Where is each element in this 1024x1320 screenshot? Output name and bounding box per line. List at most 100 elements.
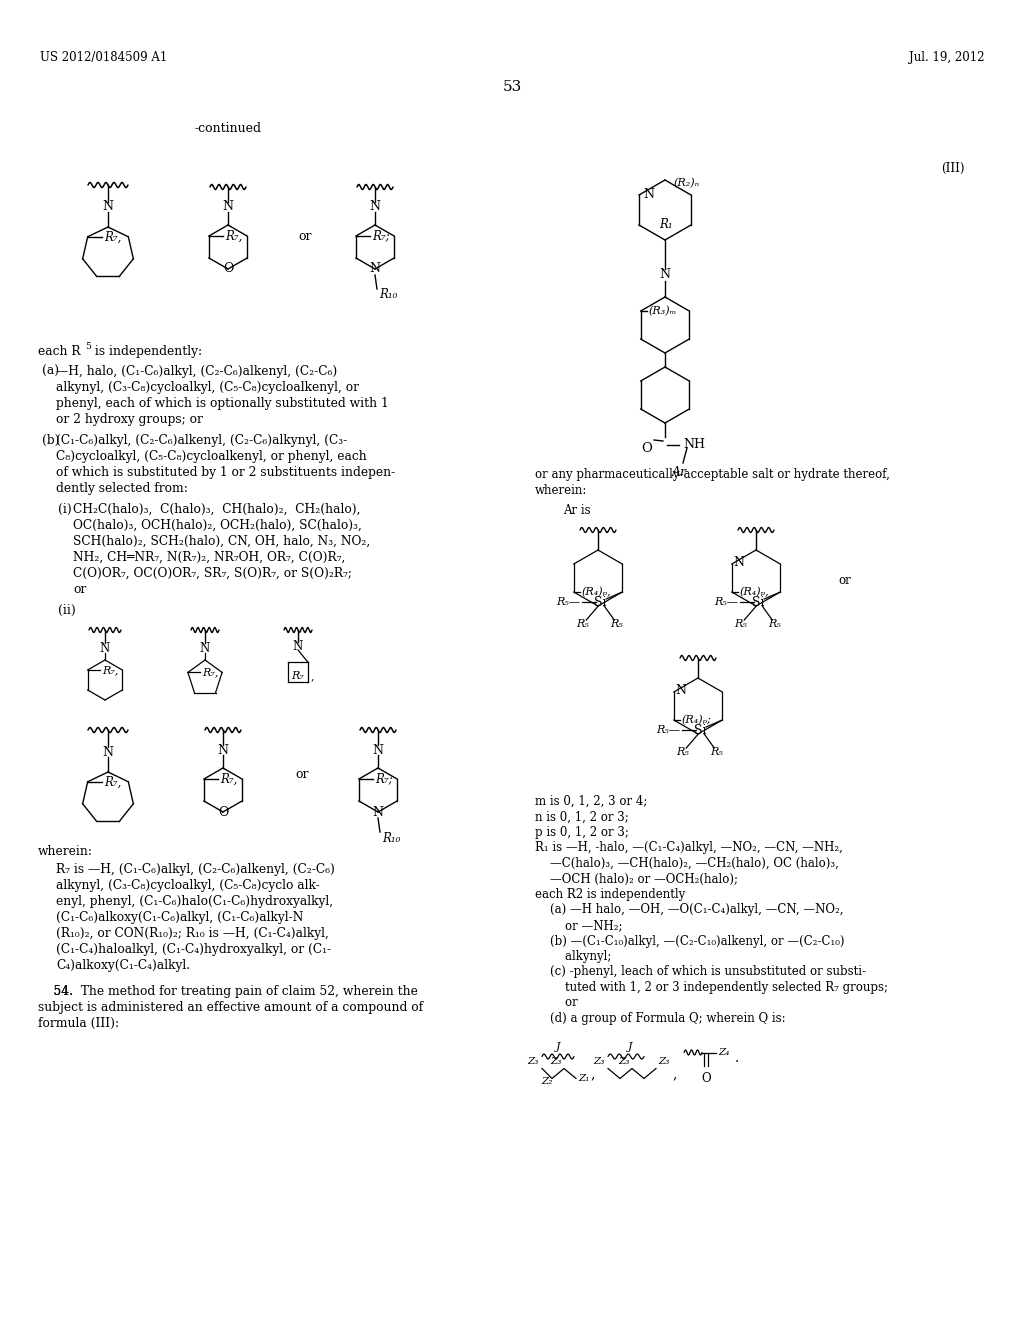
Text: .: . — [735, 1051, 739, 1064]
Text: (d) a group of Formula Q; wherein Q is:: (d) a group of Formula Q; wherein Q is: — [535, 1012, 785, 1026]
Text: (III): (III) — [941, 161, 965, 174]
Text: O: O — [223, 263, 233, 276]
Text: C₈)cycloalkyl, (C₅-C₈)cycloalkenyl, or phenyl, each: C₈)cycloalkyl, (C₅-C₈)cycloalkenyl, or p… — [56, 450, 367, 463]
Text: -continued: -continued — [195, 121, 261, 135]
Text: or —NH₂;: or —NH₂; — [535, 919, 623, 932]
Text: Si: Si — [694, 723, 707, 737]
Text: each R: each R — [38, 345, 81, 358]
Text: Si: Si — [594, 595, 606, 609]
Text: R₇,: R₇, — [103, 775, 121, 788]
Text: or: or — [73, 583, 86, 597]
Text: R₅: R₅ — [734, 619, 746, 630]
Text: R₁ is —H, -halo, —(C₁-C₄)alkyl, —NO₂, —CN, —NH₂,: R₁ is —H, -halo, —(C₁-C₄)alkyl, —NO₂, —C… — [535, 842, 843, 854]
Text: CH₂C(halo)₃,  C(halo)₃,  CH(halo)₂,  CH₂(halo),: CH₂C(halo)₃, C(halo)₃, CH(halo)₂, CH₂(ha… — [73, 503, 360, 516]
Text: N: N — [370, 263, 381, 276]
Text: R₇,: R₇, — [101, 665, 118, 675]
Text: (R₃)ₘ: (R₃)ₘ — [649, 306, 677, 317]
Text: (R₁₀)₂, or CON(R₁₀)₂; R₁₀ is —H, (C₁-C₄)alkyl,: (R₁₀)₂, or CON(R₁₀)₂; R₁₀ is —H, (C₁-C₄)… — [56, 927, 329, 940]
Text: or: or — [298, 231, 311, 243]
Text: R₇,: R₇, — [220, 772, 238, 785]
Text: Z₂: Z₂ — [542, 1077, 553, 1085]
Text: or: or — [838, 573, 851, 586]
Text: 5: 5 — [85, 342, 91, 351]
Text: R₇,: R₇, — [225, 230, 243, 243]
Text: formula (III):: formula (III): — [38, 1016, 119, 1030]
Text: OC(halo)₃, OCH(halo)₂, OCH₂(halo), SC(halo)₃,: OC(halo)₃, OCH(halo)₂, OCH₂(halo), SC(ha… — [73, 519, 361, 532]
Text: N: N — [676, 684, 687, 697]
Text: alkynyl, (C₃-C₈)cycloalkyl, (C₅-C₈)cyclo alk-: alkynyl, (C₃-C₈)cycloalkyl, (C₅-C₈)cyclo… — [56, 879, 319, 892]
Text: 53: 53 — [503, 81, 521, 94]
Text: Z₃: Z₃ — [527, 1056, 539, 1065]
Text: (a): (a) — [42, 366, 59, 378]
Text: dently selected from:: dently selected from: — [56, 482, 187, 495]
Text: ,: , — [590, 1068, 594, 1081]
Text: Ar: Ar — [672, 466, 686, 479]
Text: alkynyl;: alkynyl; — [535, 950, 611, 964]
Text: subject is administered an effective amount of a compound of: subject is administered an effective amo… — [38, 1001, 423, 1014]
Text: —C(halo)₃, —CH(halo)₂, —CH₂(halo), OC (halo)₃,: —C(halo)₃, —CH(halo)₂, —CH₂(halo), OC (h… — [535, 857, 839, 870]
Text: (R₄)ₚ,: (R₄)ₚ, — [582, 587, 611, 597]
Text: R₁₀: R₁₀ — [382, 832, 400, 845]
Text: O: O — [642, 441, 652, 454]
Text: each R2 is independently: each R2 is independently — [535, 888, 685, 902]
Text: (b) —(C₁-C₁₀)alkyl, —(C₂-C₁₀)alkenyl, or —(C₂-C₁₀): (b) —(C₁-C₁₀)alkyl, —(C₂-C₁₀)alkenyl, or… — [535, 935, 845, 948]
Text: NH₂, CH═NR₇, N(R₇)₂, NR₇OH, OR₇, C(O)R₇,: NH₂, CH═NR₇, N(R₇)₂, NR₇OH, OR₇, C(O)R₇, — [73, 550, 345, 564]
Text: (C₁-C₆)alkoxy(C₁-C₆)alkyl, (C₁-C₆)alkyl-N: (C₁-C₆)alkoxy(C₁-C₆)alkyl, (C₁-C₆)alkyl-… — [56, 911, 303, 924]
Text: 54.: 54. — [38, 985, 73, 998]
Text: R₇,: R₇, — [103, 230, 121, 243]
Text: N: N — [370, 201, 381, 214]
Text: N: N — [217, 743, 228, 756]
Text: N: N — [100, 642, 111, 655]
Text: ,: , — [311, 671, 314, 681]
Text: (c) -phenyl, leach of which is unsubstituted or substi-: (c) -phenyl, leach of which is unsubstit… — [535, 965, 866, 978]
Text: alkynyl, (C₃-C₈)cycloalkyl, (C₅-C₈)cycloalkenyl, or: alkynyl, (C₃-C₈)cycloalkyl, (C₅-C₈)cyclo… — [56, 381, 359, 393]
Text: ,: , — [672, 1068, 677, 1081]
Text: Si: Si — [752, 595, 765, 609]
Text: 54.  The method for treating pain of claim 52, wherein the: 54. The method for treating pain of clai… — [38, 985, 418, 998]
Text: N: N — [373, 743, 384, 756]
Text: or: or — [535, 997, 578, 1010]
Text: C(O)OR₇, OC(O)OR₇, SR₇, S(O)R₇, or S(O)₂R₇;: C(O)OR₇, OC(O)OR₇, SR₇, S(O)R₇, or S(O)₂… — [73, 568, 352, 579]
Text: US 2012/0184509 A1: US 2012/0184509 A1 — [40, 51, 167, 65]
Text: Z₃: Z₃ — [618, 1056, 630, 1065]
Text: —H, halo, (C₁-C₆)alkyl, (C₂-C₆)alkenyl, (C₂-C₆): —H, halo, (C₁-C₆)alkyl, (C₂-C₆)alkenyl, … — [56, 366, 337, 378]
Text: R₇,: R₇, — [202, 668, 218, 677]
Text: (R₄)ₚ,: (R₄)ₚ, — [739, 587, 769, 597]
Text: R₇ is —H, (C₁-C₆)alkyl, (C₂-C₆)alkenyl, (C₂-C₆): R₇ is —H, (C₁-C₆)alkyl, (C₂-C₆)alkenyl, … — [56, 863, 335, 876]
Text: Z₃: Z₃ — [658, 1056, 670, 1065]
Text: (b): (b) — [42, 434, 59, 447]
Text: (R₂)ₙ: (R₂)ₙ — [673, 178, 699, 189]
Text: R₅—: R₅— — [656, 725, 680, 735]
Text: R₅: R₅ — [710, 747, 723, 756]
Text: Z₁: Z₁ — [578, 1074, 590, 1082]
Text: or any pharmaceutically-acceptable salt or hydrate thereof,: or any pharmaceutically-acceptable salt … — [535, 469, 890, 480]
Text: enyl, phenyl, (C₁-C₆)halo(C₁-C₆)hydroxyalkyl,: enyl, phenyl, (C₁-C₆)halo(C₁-C₆)hydroxya… — [56, 895, 333, 908]
Text: Z₃: Z₃ — [594, 1056, 605, 1065]
Text: tuted with 1, 2 or 3 independently selected R₇ groups;: tuted with 1, 2 or 3 independently selec… — [535, 981, 888, 994]
Text: J: J — [556, 1043, 560, 1052]
Text: J: J — [628, 1043, 632, 1052]
Text: C₄)alkoxy(C₁-C₄)alkyl.: C₄)alkoxy(C₁-C₄)alkyl. — [56, 960, 190, 972]
Text: is independently:: is independently: — [91, 345, 202, 358]
Text: (R₄)ₚ;: (R₄)ₚ; — [682, 715, 712, 725]
Text: N: N — [200, 642, 210, 655]
Text: R₇: R₇ — [291, 671, 304, 681]
Text: R₇;: R₇; — [372, 230, 389, 243]
Text: N: N — [373, 805, 384, 818]
Text: R₅: R₅ — [575, 619, 589, 630]
Text: m is 0, 1, 2, 3 or 4;: m is 0, 1, 2, 3 or 4; — [535, 795, 647, 808]
Text: N: N — [643, 189, 654, 202]
Text: O: O — [701, 1072, 711, 1085]
Text: Z₃: Z₃ — [551, 1056, 562, 1065]
Text: N: N — [293, 639, 303, 652]
Text: (i): (i) — [58, 503, 72, 516]
Text: N: N — [734, 556, 744, 569]
Text: (C₁-C₄)haloalkyl, (C₁-C₄)hydroxyalkyl, or (C₁-: (C₁-C₄)haloalkyl, (C₁-C₄)hydroxyalkyl, o… — [56, 942, 331, 956]
Text: Ar is: Ar is — [563, 504, 591, 517]
Text: phenyl, each of which is optionally substituted with 1: phenyl, each of which is optionally subs… — [56, 397, 389, 411]
Text: or 2 hydroxy groups; or: or 2 hydroxy groups; or — [56, 413, 203, 426]
Text: R₅: R₅ — [610, 619, 623, 630]
Text: N: N — [102, 746, 114, 759]
Text: R₁: R₁ — [659, 219, 673, 231]
Text: Z₄: Z₄ — [718, 1048, 729, 1057]
